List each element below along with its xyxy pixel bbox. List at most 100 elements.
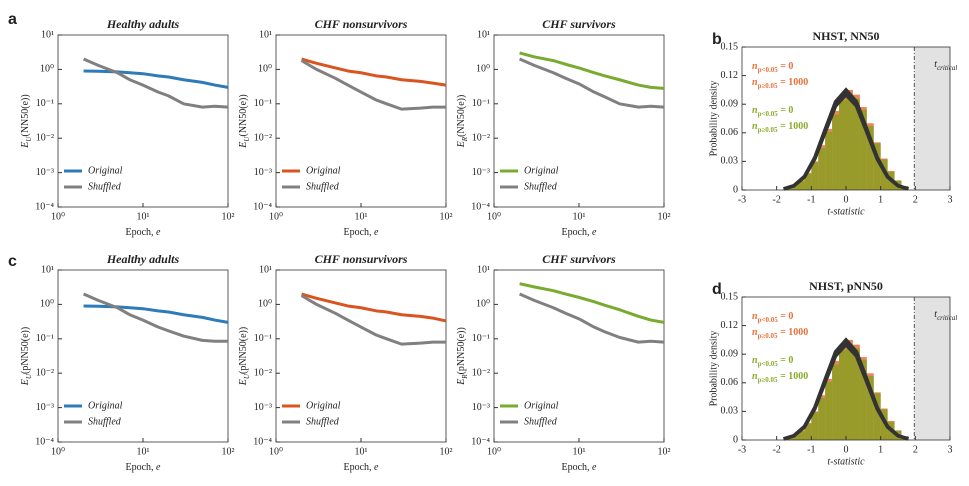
y-tick-label: 0.03	[721, 406, 739, 417]
critical-label-sub: critical	[937, 314, 957, 322]
y-axis-label-rest: (pNN50(e))	[456, 327, 467, 374]
critical-region	[914, 47, 950, 190]
annotation-main: n	[752, 311, 758, 322]
y-axis-label-main: E	[20, 142, 31, 149]
histogram-bar	[846, 344, 853, 440]
histogram-bar	[873, 143, 881, 190]
x-axis-label-text: Epoch,	[344, 227, 375, 238]
plot-area	[57, 34, 229, 208]
y-axis-label-rest: (NN50(e))	[238, 94, 249, 136]
x-tick-label: 10¹	[355, 446, 368, 457]
y-axis-label-main: E	[238, 379, 249, 386]
histogram-bar	[811, 412, 819, 440]
x-tick-label: 10⁰	[51, 211, 65, 222]
plot-area	[493, 34, 665, 208]
annotation-main: n	[752, 105, 758, 116]
series-line	[301, 292, 447, 323]
histogram-bar	[797, 181, 805, 190]
annotation-sub: p<0.05	[758, 316, 779, 324]
x-axis-label: Epoch, e	[562, 227, 598, 238]
annotation-rest: = 0	[778, 311, 794, 322]
histogram-bar	[825, 131, 833, 190]
x-axis-label-var: e	[156, 462, 161, 473]
x-tick-label: -3	[738, 444, 746, 455]
series-line	[82, 292, 228, 343]
annotation-rest: = 1000	[778, 121, 809, 132]
x-tick-label: 2	[913, 194, 918, 205]
x-tick-label: 0	[844, 444, 849, 455]
y-axis-label-main: E	[456, 379, 467, 386]
annotation: np<0.05 = 0	[752, 311, 793, 323]
x-axis-label-var: e	[374, 227, 379, 238]
y-tick-label: 10⁰	[476, 299, 490, 310]
histogram-bar	[797, 431, 805, 440]
y-tick-label: 10⁻²	[254, 132, 272, 143]
annotation-main: n	[752, 121, 758, 132]
y-tick-label: 10⁻⁴	[35, 201, 54, 212]
legend-label: Original	[88, 400, 123, 411]
y-axis-label: ER(NN50(e))	[456, 95, 468, 149]
histogram-bar	[818, 148, 826, 190]
x-tick-label: 10²	[222, 446, 235, 457]
chart-title: Healthy adults	[106, 17, 180, 31]
annotation-rest: = 1000	[778, 371, 809, 382]
legend-label: Shuffled	[524, 181, 558, 192]
annotation-rest: = 1000	[778, 77, 809, 88]
x-tick-label: 10¹	[573, 211, 586, 222]
y-axis-label-sub: U	[25, 373, 33, 379]
y-axis-label-main: E	[20, 379, 31, 386]
histogram-bar	[866, 376, 874, 440]
y-axis-label: EU(pNN50(e))	[20, 327, 32, 386]
annotation-sub: p<0.05	[758, 66, 779, 74]
y-tick-label: 0.15	[721, 41, 739, 52]
annotation-rest: = 1000	[778, 327, 809, 338]
y-tick-label: 10⁻³	[36, 402, 54, 413]
histogram-bar	[804, 173, 812, 190]
histogram-bar	[859, 109, 867, 190]
x-axis-label: Epoch, e	[562, 462, 598, 473]
x-tick-label: 0	[844, 194, 849, 205]
y-tick-label: 10¹	[41, 264, 54, 275]
annotation-main: n	[752, 327, 758, 338]
x-axis-label: t-statistic	[827, 456, 865, 467]
annotation: np≥0.05 = 1000	[752, 371, 808, 383]
annotation-main: n	[752, 77, 758, 88]
x-axis-label-var: e	[592, 462, 597, 473]
series-line	[82, 57, 229, 109]
histogram-bar	[818, 398, 826, 440]
annotation-sub: p≥0.05	[758, 126, 778, 134]
legend-label: Original	[306, 400, 341, 411]
y-axis-label-main: E	[238, 142, 249, 149]
y-axis-label: ER(pNN50(e))	[456, 327, 468, 386]
x-axis-label-text: Epoch,	[562, 462, 593, 473]
plot-area	[493, 269, 665, 443]
y-tick-label: 10⁻²	[36, 132, 54, 143]
histogram-bar	[839, 100, 846, 190]
panel-label: a	[8, 11, 17, 28]
critical-label: tcritical	[934, 59, 957, 71]
y-tick-label: 10¹	[259, 264, 272, 275]
critical-label-main: t	[934, 309, 937, 320]
x-axis-label: Epoch, e	[344, 462, 380, 473]
histogram-bar	[832, 114, 840, 190]
x-tick-label: 1	[878, 444, 883, 455]
y-tick-label: 10⁻⁴	[35, 436, 54, 447]
y-tick-label: 10⁻¹	[36, 98, 54, 109]
y-axis-label-sub: R	[461, 374, 469, 380]
x-tick-label: 1	[878, 194, 883, 205]
chart-title: CHF survivors	[542, 252, 616, 266]
histogram-bar	[852, 98, 860, 190]
annotation-sub: p≥0.05	[758, 376, 778, 384]
chart-title: CHF survivors	[542, 17, 616, 31]
annotation-main: n	[752, 61, 758, 72]
x-tick-label: 10¹	[137, 446, 150, 457]
y-axis-label-rest: (NN50(e))	[456, 95, 467, 137]
y-tick-label: 10⁰	[258, 64, 272, 75]
panel-label: b	[712, 31, 722, 48]
annotation-rest: = 0	[778, 355, 794, 366]
y-tick-label: 0.06	[721, 127, 739, 138]
annotation: np<0.05 = 0	[752, 355, 793, 367]
x-tick-label: -2	[772, 194, 780, 205]
plot-area	[57, 269, 229, 443]
y-axis-label: Probability density	[708, 81, 719, 157]
